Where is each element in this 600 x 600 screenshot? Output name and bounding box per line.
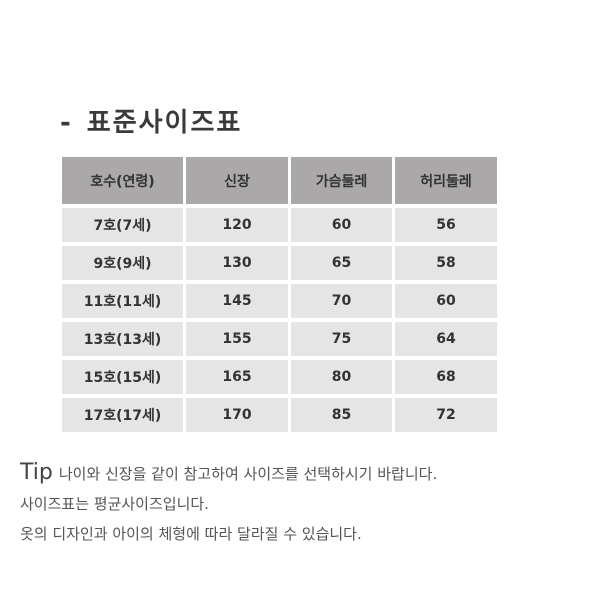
header-chest: 가슴둘레 [291, 157, 392, 204]
cell-height: 145 [186, 284, 288, 318]
note-line: 옷의 디자인과 아이의 체형에 따라 달라질 수 있습니다. [20, 525, 362, 543]
table-row: 17호(17세) 170 85 72 [62, 398, 497, 432]
table-row: 13호(13세) 155 75 64 [62, 322, 497, 356]
cell-height: 165 [186, 360, 288, 394]
table-row: 7호(7세) 120 60 56 [62, 208, 497, 242]
cell-chest: 60 [291, 208, 392, 242]
note-line: 사이즈표는 평균사이즈입니다. [20, 495, 209, 513]
cell-chest: 75 [291, 322, 392, 356]
header-waist: 허리둘레 [395, 157, 497, 204]
cell-chest: 70 [291, 284, 392, 318]
table-header-row: 호수(연령) 신장 가슴둘레 허리둘레 [62, 157, 497, 204]
cell-waist: 60 [395, 284, 497, 318]
cell-waist: 68 [395, 360, 497, 394]
note-line: Tip 나이와 신장을 같이 참고하여 사이즈를 선택하시기 바랍니다. [20, 458, 437, 489]
cell-waist: 64 [395, 322, 497, 356]
cell-height: 170 [186, 398, 288, 432]
table-row: 9호(9세) 130 65 58 [62, 246, 497, 280]
note-text: 나이와 신장을 같이 참고하여 사이즈를 선택하시기 바랍니다. [58, 465, 438, 483]
cell-waist: 72 [395, 398, 497, 432]
notes: Tip 나이와 신장을 같이 참고하여 사이즈를 선택하시기 바랍니다. 사이즈표… [20, 458, 437, 549]
header-size: 호수(연령) [62, 157, 183, 204]
cell-height: 155 [186, 322, 288, 356]
cell-waist: 58 [395, 246, 497, 280]
cell-chest: 80 [291, 360, 392, 394]
cell-chest: 65 [291, 246, 392, 280]
page-title: - 표준사이즈표 [60, 102, 242, 139]
cell-height: 120 [186, 208, 288, 242]
tip-label: Tip [20, 460, 53, 485]
header-height: 신장 [186, 157, 288, 204]
cell-size: 17호(17세) [62, 398, 183, 432]
cell-chest: 85 [291, 398, 392, 432]
title-text: 표준사이즈표 [86, 108, 243, 138]
table-row: 15호(15세) 165 80 68 [62, 360, 497, 394]
title-dash: - [60, 108, 73, 138]
cell-size: 15호(15세) [62, 360, 183, 394]
table-row: 11호(11세) 145 70 60 [62, 284, 497, 318]
cell-size: 9호(9세) [62, 246, 183, 280]
cell-height: 130 [186, 246, 288, 280]
cell-size: 7호(7세) [62, 208, 183, 242]
cell-size: 11호(11세) [62, 284, 183, 318]
cell-size: 13호(13세) [62, 322, 183, 356]
size-table: 호수(연령) 신장 가슴둘레 허리둘레 7호(7세) 120 60 56 9호(… [59, 153, 500, 436]
cell-waist: 56 [395, 208, 497, 242]
